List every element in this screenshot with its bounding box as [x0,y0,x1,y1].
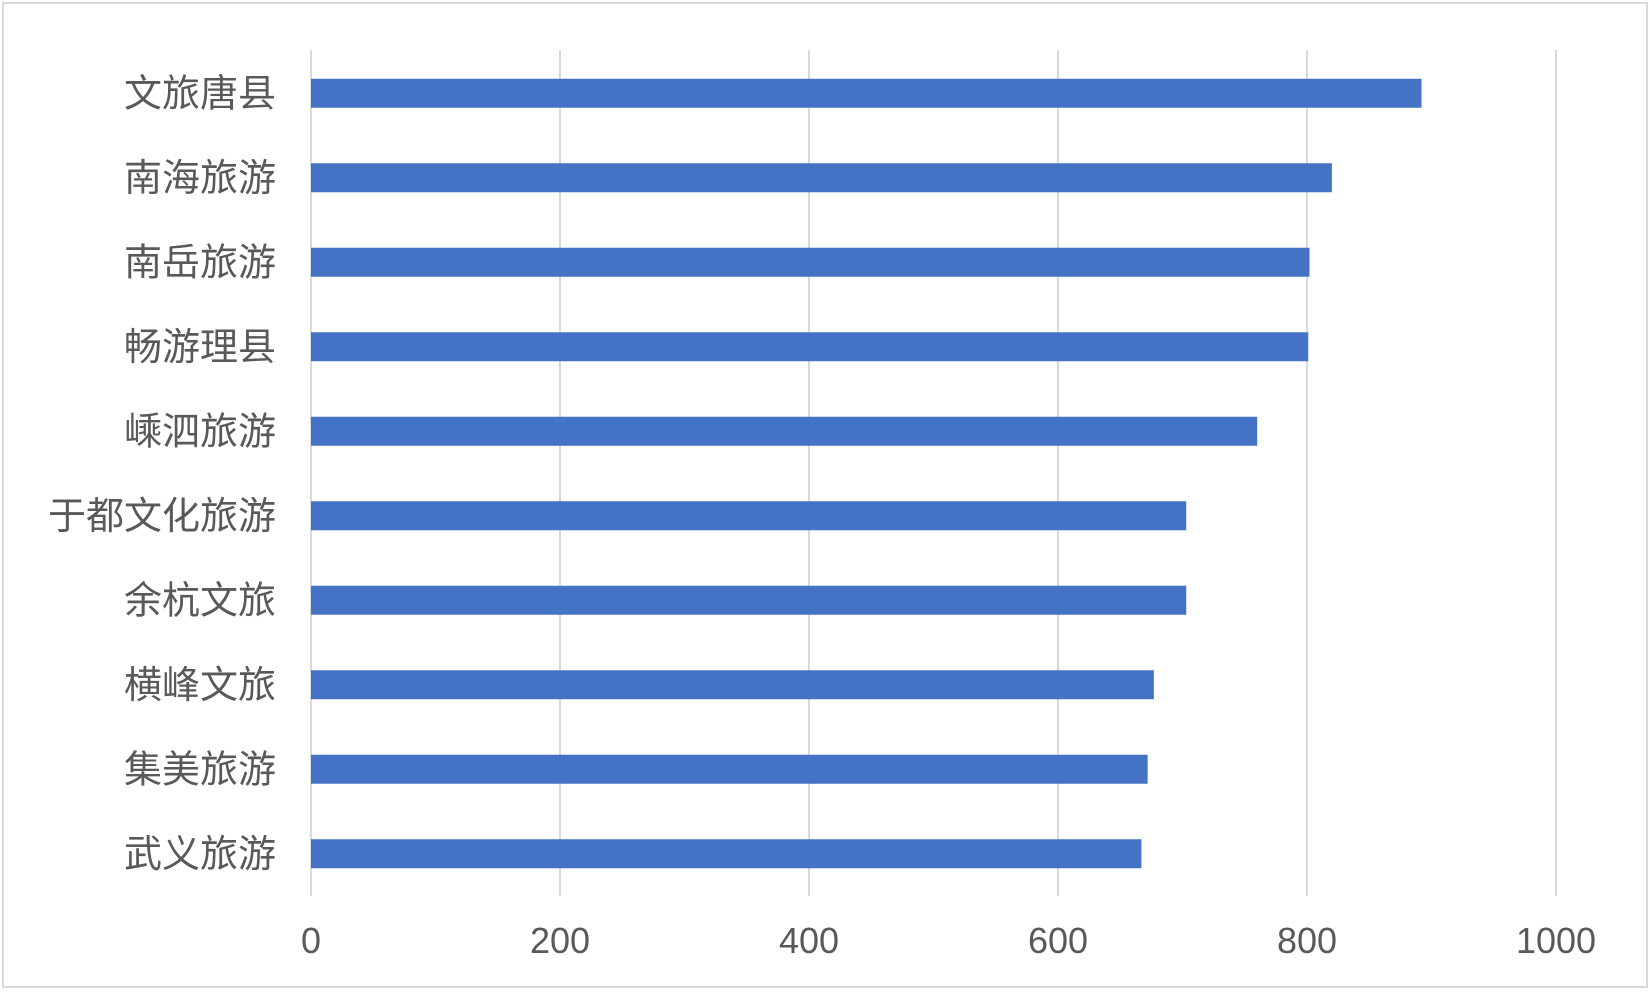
category-label: 武义旅游 [124,832,276,876]
bar [311,670,1154,700]
x-tick-label: 1000 [1516,920,1596,961]
category-label: 嵊泗旅游 [124,409,276,453]
x-tick-label: 800 [1277,920,1337,961]
x-tick-label: 0 [301,920,321,961]
bar [311,332,1309,362]
category-label: 南岳旅游 [124,240,276,284]
bar [311,501,1187,531]
x-tick-labels: 0 200 400 600 800 1000 [301,920,1596,961]
category-label: 横峰文旅 [124,663,276,707]
category-label: 南海旅游 [124,156,276,200]
category-label: 余杭文旅 [124,578,276,622]
bar [311,754,1148,784]
bar [311,163,1332,193]
category-label: 集美旅游 [124,747,276,791]
x-tick-label: 200 [530,920,590,961]
category-labels: 文旅唐县南海旅游南岳旅游畅游理县嵊泗旅游于都文化旅游余杭文旅横峰文旅集美旅游武义… [48,71,276,876]
bar [311,247,1310,277]
category-label: 畅游理县 [124,325,276,369]
bar [311,416,1258,446]
x-tick-label: 400 [779,920,839,961]
bar [311,78,1422,108]
bar [311,839,1142,869]
x-tick-label: 600 [1028,920,1088,961]
bar [311,585,1187,615]
bars [311,78,1422,869]
category-label: 于都文化旅游 [48,494,276,538]
category-label: 文旅唐县 [124,71,276,115]
